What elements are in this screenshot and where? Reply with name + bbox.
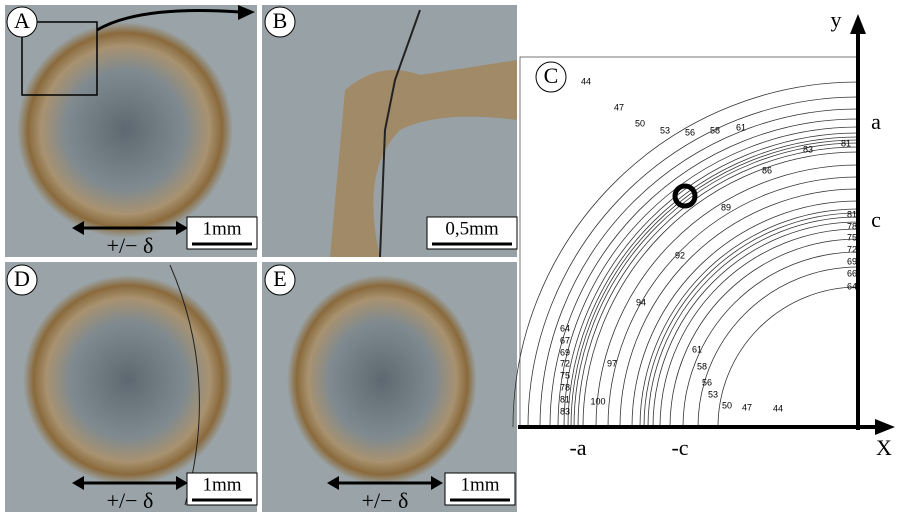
contour-label: 67: [560, 335, 570, 345]
contour-label: 75: [847, 232, 857, 242]
scale-label: 1mm: [202, 474, 241, 495]
contour-label: 89: [721, 202, 731, 212]
figure: A +/− δ 1mm B 0,5mm D +/− δ 1mm E +/− δ 1mm Cy X -a -c…: [0, 0, 897, 515]
contour-label: 78: [847, 221, 857, 231]
contour-line: [583, 152, 858, 427]
contour-line: [540, 109, 858, 427]
contour-label: 64: [560, 323, 570, 333]
contour-label: 72: [560, 358, 570, 368]
contour-label: 61: [692, 344, 702, 354]
contour-label: 58: [697, 361, 707, 371]
contour-label: 53: [660, 125, 670, 135]
contour-label: 92: [675, 250, 685, 260]
x-tick-label: -a: [569, 435, 586, 460]
panel-label: A: [14, 8, 30, 33]
scale-label: 1mm: [202, 218, 241, 239]
y-axis-arrow: [850, 14, 866, 34]
contour-label: 75: [560, 370, 570, 380]
contour-label: 81: [847, 209, 857, 219]
panel-label: C: [544, 63, 559, 88]
panel-label: E: [273, 266, 286, 291]
panel-label: B: [273, 8, 288, 33]
contour-label: 56: [702, 377, 712, 387]
contour-label: 50: [635, 118, 645, 128]
contour-label: 81: [560, 394, 570, 404]
contour-label: 81: [841, 138, 851, 148]
scale-label: 0,5mm: [445, 218, 499, 239]
contour-label: 56: [685, 127, 695, 137]
scale-label: 1mm: [460, 474, 499, 495]
contour-label: 44: [773, 403, 783, 413]
panel-label: D: [14, 266, 30, 291]
contour-label: 97: [607, 358, 617, 368]
contour-label: 100: [590, 396, 605, 406]
delta-label: +/− δ: [362, 488, 409, 513]
contour-label: 69: [847, 256, 857, 266]
contour-label: 83: [803, 144, 813, 154]
contour-label: 66: [847, 268, 857, 278]
contour-label: 47: [614, 102, 624, 112]
delta-label: +/− δ: [107, 233, 154, 258]
x-axis-arrow: [875, 419, 895, 435]
y-tick-label: a: [871, 109, 881, 134]
contour-label: 83: [560, 406, 570, 416]
contour-label: 69: [560, 347, 570, 357]
y-tick-label: c: [871, 207, 881, 232]
x-axis-label: X: [876, 435, 892, 460]
y-axis-label: y: [831, 7, 842, 32]
contour-label: 72: [847, 244, 857, 254]
contour-label: 44: [581, 76, 591, 86]
contour-line: [718, 287, 858, 427]
contour-label: 61: [736, 122, 746, 132]
contour-label: 86: [762, 165, 772, 175]
contour-label: 94: [636, 297, 646, 307]
contour-line: [644, 213, 858, 427]
contour-label: 50: [722, 400, 732, 410]
contour-label: 53: [708, 389, 718, 399]
contour-label: 58: [710, 125, 720, 135]
delta-label: +/− δ: [107, 488, 154, 513]
contour-label: 78: [560, 382, 570, 392]
contour-line: [648, 217, 858, 427]
contour-label: 47: [742, 402, 752, 412]
contour-label: 64: [847, 281, 857, 291]
x-tick-label: -c: [671, 435, 688, 460]
